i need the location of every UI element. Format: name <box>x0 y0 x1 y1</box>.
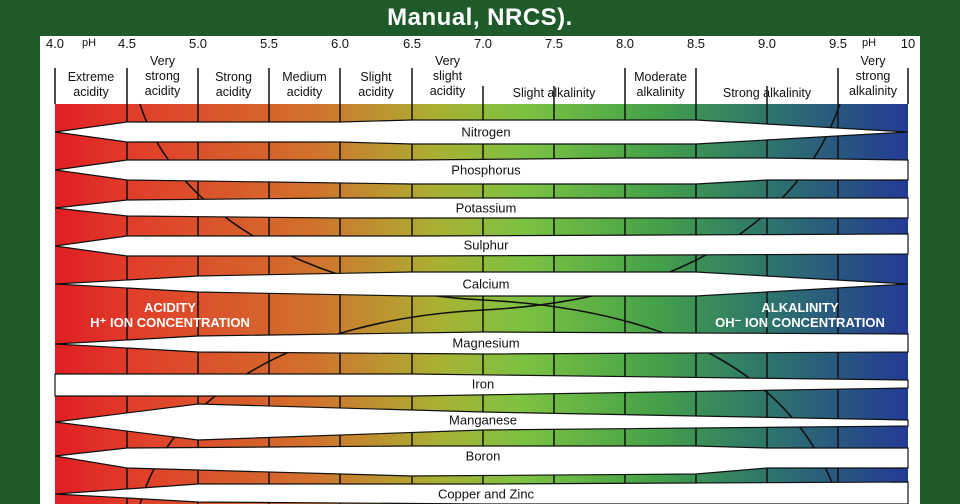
nutrient-label-copper-zinc: Copper and Zinc <box>437 486 535 502</box>
category-label: Slight alkalinity <box>512 86 596 100</box>
ph-label-left: pH <box>82 37 97 49</box>
ph-tick: 5.0 <box>188 36 208 51</box>
ph-tick: 5.5 <box>259 36 279 51</box>
acidity-label: ACIDITY H⁺ ION CONCENTRATION <box>90 300 250 330</box>
category-label: Moderate alkalinity <box>634 70 687 99</box>
category-label: Extreme acidity <box>67 70 115 99</box>
header-dividers <box>54 68 909 104</box>
nutrient-label-boron: Boron <box>465 448 501 464</box>
ph-tick: 10 <box>900 36 916 51</box>
diagram-svg <box>54 68 909 504</box>
alkalinity-label: ALKALINITY OH⁻ ION CONCENTRATION <box>715 300 885 330</box>
ph-tick: 7.0 <box>473 36 493 51</box>
nutrient-label-magnesium: Magnesium <box>452 335 520 351</box>
nutrient-label-nitrogen: Nitrogen <box>461 124 511 140</box>
ph-tick: 4.0 <box>45 36 65 51</box>
ph-tick: 6.0 <box>330 36 350 51</box>
nutrient-label-phosphorus: Phosphorus <box>451 162 521 178</box>
nutrient-bands <box>54 119 909 504</box>
category-label: Very slight acidity <box>429 54 466 98</box>
ph-tick: 7.5 <box>544 36 564 51</box>
category-label: Strong alkalinity <box>722 86 812 100</box>
diagram-panel: Extreme acidity Very strong acidity Strong a… <box>40 50 920 504</box>
category-label: Slight acidity <box>358 70 394 99</box>
ph-tick: 6.5 <box>402 36 422 51</box>
category-label: Very strong acidity <box>144 54 181 98</box>
category-label: Very strong alkalinity <box>849 54 897 98</box>
nutrient-label-calcium: Calcium <box>462 276 510 292</box>
nutrient-label-sulphur: Sulphur <box>463 237 509 253</box>
nutrient-label-manganese: Manganese <box>449 412 517 428</box>
ph-tick: 9.5 <box>828 36 848 51</box>
ph-tick: 4.5 <box>117 36 137 51</box>
ph-tick: 9.0 <box>757 36 777 51</box>
nutrient-label-iron: Iron <box>471 376 495 392</box>
category-label: Medium acidity <box>282 70 327 99</box>
nutrient-label-potassium: Potassium <box>455 200 517 216</box>
ph-label-right: pH <box>862 37 877 49</box>
ph-scale: pH pH 4.0 4.5 5.0 5.5 6.0 6.5 7.0 7.5 8.… <box>40 36 920 51</box>
ph-tick: 8.0 <box>615 36 635 51</box>
category-label: Strong acidity <box>215 70 252 99</box>
chart-title: Manual, NRCS). <box>387 4 573 31</box>
ph-tick: 8.5 <box>686 36 706 51</box>
